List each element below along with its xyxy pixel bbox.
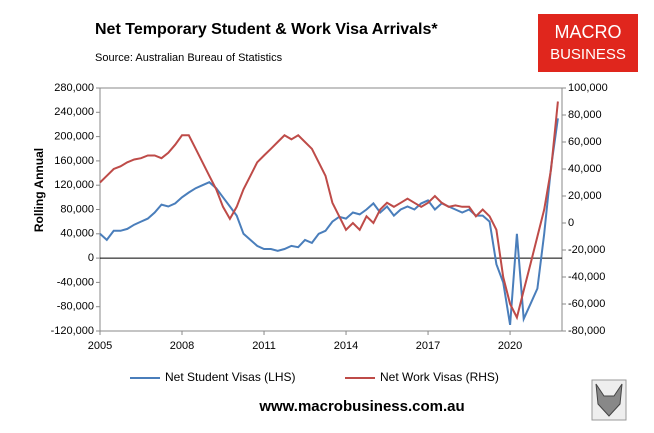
plot-area — [99, 87, 563, 332]
y2-tick-label: -80,000 — [568, 325, 605, 337]
y-tick-label: 0 — [88, 252, 94, 264]
y-tick-label: -120,000 — [51, 325, 94, 337]
y2-tick-label: 60,000 — [568, 136, 602, 148]
x-tick-label: 2014 — [334, 340, 358, 352]
y-axis-title: Rolling Annual — [32, 148, 46, 232]
y-tick-label: -40,000 — [57, 276, 94, 288]
y-tick-label: 200,000 — [54, 131, 94, 143]
y2-tick-label: 20,000 — [568, 190, 602, 202]
y2-tick-label: 80,000 — [568, 109, 602, 121]
y-tick-label: -80,000 — [57, 301, 94, 313]
chart-title: Net Temporary Student & Work Visa Arriva… — [95, 21, 438, 38]
legend-label: Net Work Visas (RHS) — [380, 370, 499, 384]
y-tick-label: 40,000 — [60, 228, 94, 240]
y2-tick-label: 100,000 — [568, 82, 608, 94]
logo-text: MACRO — [555, 22, 622, 42]
x-tick-label: 2011 — [252, 340, 276, 352]
y-tick-label: 240,000 — [54, 106, 94, 118]
x-tick-label: 2017 — [416, 340, 440, 352]
footer: www.macrobusiness.com.au — [258, 398, 464, 415]
y2-tick-label: -20,000 — [568, 244, 605, 256]
y-tick-label: 280,000 — [54, 82, 94, 94]
wolf-icon — [591, 379, 627, 421]
y-tick-label: 160,000 — [54, 155, 94, 167]
x-tick-label: 2005 — [88, 340, 112, 352]
y2-tick-label: -60,000 — [568, 298, 605, 310]
x-tick-label: 2008 — [170, 340, 194, 352]
y-tick-label: 120,000 — [54, 179, 94, 191]
x-tick-label: 2020 — [498, 340, 522, 352]
y2-tick-label: -40,000 — [568, 271, 605, 283]
y2-tick-label: 40,000 — [568, 163, 602, 175]
logo-box — [538, 14, 638, 72]
legend-label: Net Student Visas (LHS) — [165, 370, 296, 384]
y-tick-label: 80,000 — [60, 203, 94, 215]
series-line — [99, 101, 559, 321]
series-line — [99, 118, 559, 326]
logo-text: BUSINESS — [550, 46, 626, 63]
y2-tick-label: 0 — [568, 217, 574, 229]
chart-subtitle: Source: Australian Bureau of Statistics — [95, 52, 283, 64]
